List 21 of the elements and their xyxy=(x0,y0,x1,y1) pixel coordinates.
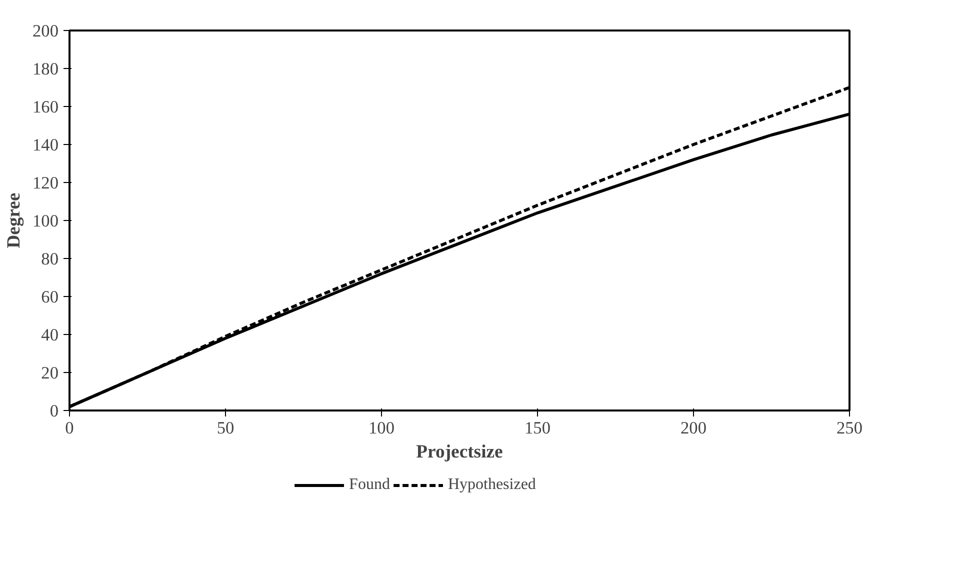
x-tick-label: 50 xyxy=(216,418,234,438)
x-axis-title: Projectsize xyxy=(416,442,503,462)
y-tick-label: 200 xyxy=(32,22,59,40)
y-tick-label: 120 xyxy=(32,174,59,192)
y-tick-label: 20 xyxy=(41,364,58,382)
x-tick-label: 250 xyxy=(836,418,863,438)
y-tick-label: 180 xyxy=(32,60,59,78)
x-tick-label: 150 xyxy=(524,418,551,438)
y-tick-label: 100 xyxy=(32,212,59,230)
x-tick-label: 0 xyxy=(65,418,74,438)
y-tick-label: 140 xyxy=(32,136,59,154)
y-tick-label: 60 xyxy=(41,288,58,306)
y-tick-label: 0 xyxy=(50,402,59,420)
legend-label: Hypothesized xyxy=(448,476,536,494)
y-tick-label: 160 xyxy=(32,98,59,116)
legend-label: Found xyxy=(349,476,390,494)
x-tick-label: 200 xyxy=(680,418,707,438)
x-tick-label: 100 xyxy=(368,418,395,438)
y-axis-title: Degree xyxy=(4,192,25,248)
y-tick-label: 80 xyxy=(41,250,58,268)
y-tick-label: 40 xyxy=(41,326,58,344)
